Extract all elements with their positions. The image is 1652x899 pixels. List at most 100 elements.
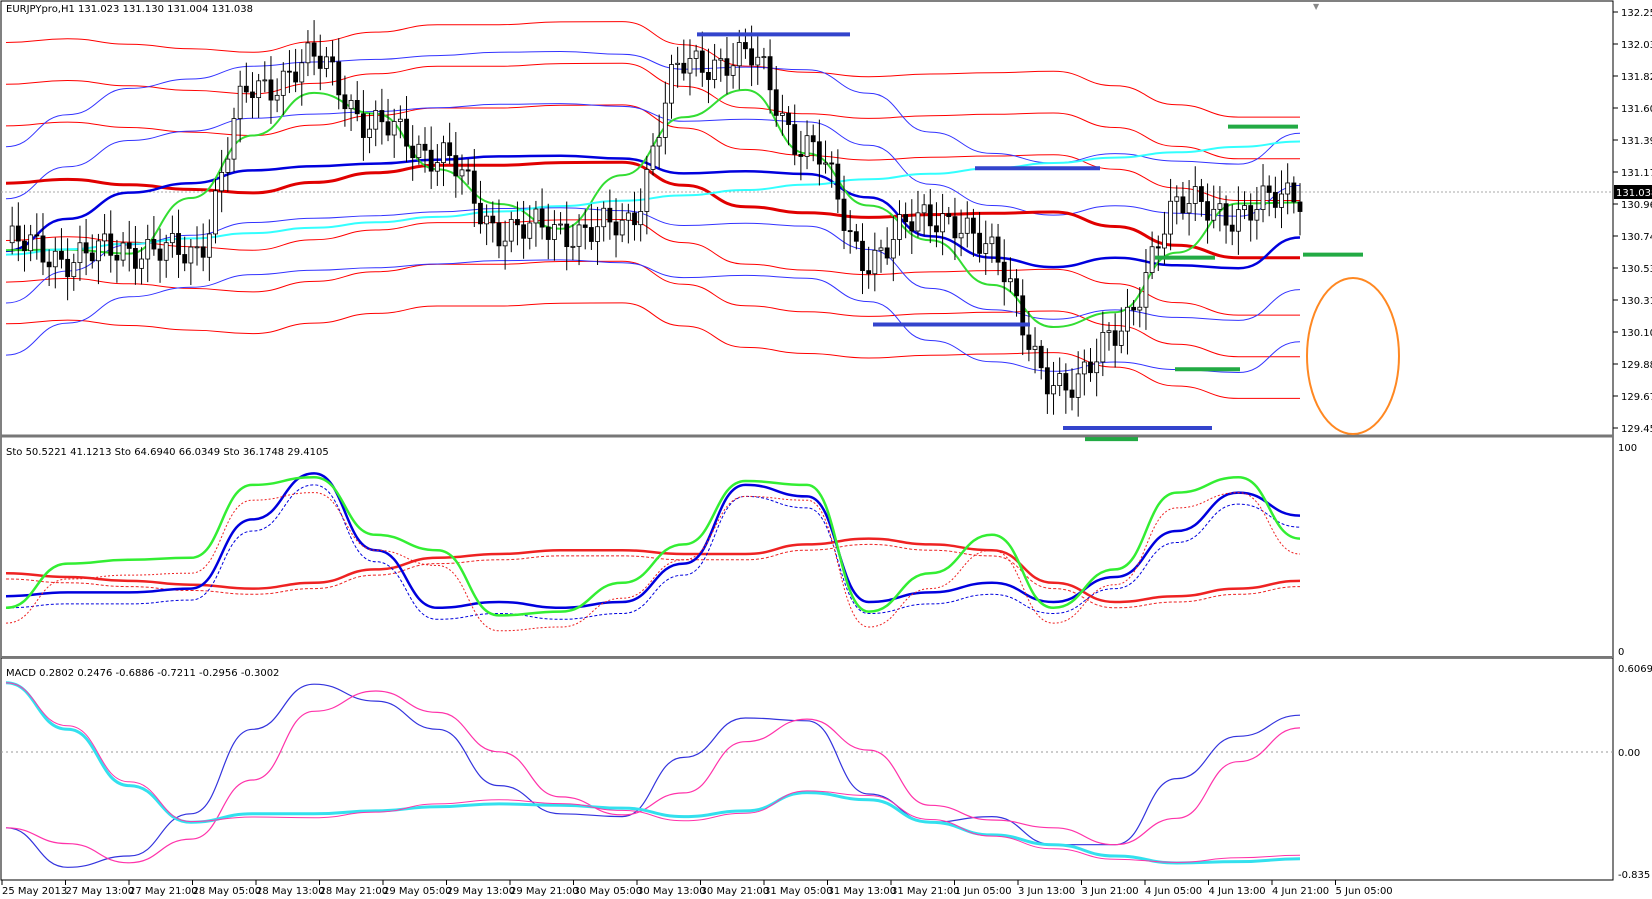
candle-body [558,223,563,226]
candle-body [1186,203,1192,214]
candle-body [625,212,631,221]
price-label: 130.315 [1621,296,1652,307]
candle-body [940,213,946,233]
candle-body [810,135,816,143]
candle-body [780,112,785,116]
price-label: 129.455 [1621,424,1652,435]
candle-body [471,170,477,204]
candle-body [1063,373,1069,391]
candle-body [157,248,163,261]
time-label: 1 Jun 05:00 [955,886,1012,897]
candle-body [749,48,754,66]
candle-body [65,258,71,278]
time-label: 28 May 13:00 [256,886,325,897]
scroll-marker-icon[interactable]: ▼ [1313,2,1320,11]
candle-body [841,198,847,231]
stochastic-red-line [5,537,1301,604]
candle-body [46,261,52,268]
candle-body [552,224,557,240]
candle-body [206,233,212,258]
candle-body [1094,361,1100,374]
candle-body [1260,185,1266,210]
candle-body [952,216,958,239]
candle-body [1143,272,1149,308]
candle-body [860,240,865,272]
main-panel-header: EURJPYpro,H1 131.023 131.130 131.004 131… [6,4,253,15]
time-label: 29 May 13:00 [447,886,516,897]
candle-body [903,214,909,223]
candle-body [274,94,280,101]
price-label: 131.605 [1621,104,1652,115]
envelope-upper-band [5,21,1300,118]
candle-body [1211,208,1217,221]
candle-body [767,56,773,91]
candle-body [977,232,982,254]
price-label: 130.745 [1621,232,1652,243]
candle-body [219,172,225,192]
candle-body [1020,295,1026,336]
candle-body [200,246,206,258]
time-label: 31 May 13:00 [828,886,897,897]
envelope-lower-band [5,302,1300,399]
candle-body [1217,203,1223,210]
candle-body [1100,332,1106,363]
candle-body [884,247,890,259]
macd-top-label: 0.6069 [1618,664,1652,675]
stochastic-green-signal [5,492,1301,632]
candle-body [878,247,884,251]
candle-body [250,91,255,99]
candle-body [151,239,157,250]
price-label: 132.250 [1621,8,1652,19]
candle-body [77,242,83,264]
candle-body [1174,196,1180,202]
candle-body [416,143,422,159]
candle-body [108,233,114,256]
candle-body [311,42,317,57]
candle-body [1199,186,1204,202]
candle-body [1125,306,1130,332]
candle-body [656,136,662,147]
macd-main-line [5,683,1301,868]
candle-body [1254,209,1260,221]
candle-body [447,142,453,156]
time-label: 4 Jun 05:00 [1145,886,1202,897]
macd-lines [5,681,1301,868]
candle-body [465,169,471,172]
candle-body [564,223,570,248]
candle-body [847,230,853,233]
candle-body [502,240,508,247]
price-label: 130.960 [1621,200,1652,211]
candle-body [601,207,607,228]
support-resistance-levels [697,32,1363,442]
candle-body [139,258,144,269]
candle-body [1069,389,1075,398]
stochastic-green-line [5,475,1301,617]
candle-body [644,168,650,212]
candle-body [576,224,582,247]
candle-body [675,62,681,65]
candle-body [428,149,434,172]
candle-body [1131,306,1137,311]
candle-body [145,239,151,260]
candle-body [15,225,21,242]
candle-body [459,169,465,177]
candle-body [188,246,194,264]
price-label: 130.100 [1621,328,1652,339]
panel-frames [0,0,1614,881]
candle-body [964,217,970,234]
candle-body [360,113,366,138]
candle-body [1075,373,1081,398]
candle-body [1051,385,1056,395]
time-label: 3 Jun 21:00 [1082,886,1139,897]
candle-body [989,236,995,245]
macd-bottom-label: -0.835 [1618,870,1650,881]
candle-body [650,145,656,170]
candle-body [379,110,385,123]
candle-body [373,110,379,130]
candle-body [496,222,502,247]
candle-body [453,155,459,177]
candle-body [114,254,120,261]
candle-body [354,100,360,115]
candle-body [243,85,249,93]
